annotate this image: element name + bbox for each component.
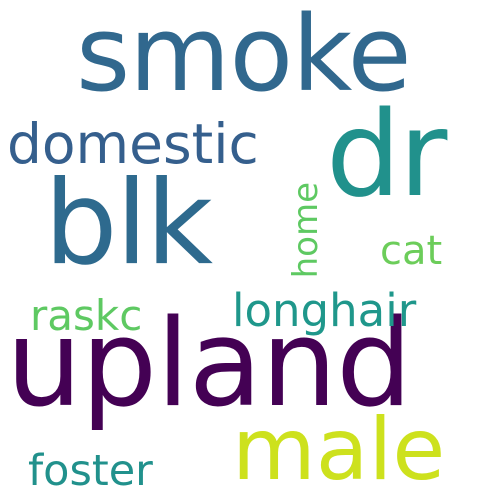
word-upland: upland — [6, 295, 412, 434]
word-raskc: raskc — [30, 291, 143, 340]
word-longhair: longhair — [232, 284, 417, 337]
word-cat: cat — [380, 228, 443, 274]
word-home: home — [286, 182, 326, 279]
word-smoke: smoke — [76, 0, 412, 115]
word-male: male — [232, 400, 446, 500]
word-domestic: domestic — [7, 112, 259, 176]
word-foster: foster — [28, 446, 153, 496]
word-blk: blk — [44, 156, 213, 291]
word-dr: dr — [326, 85, 447, 223]
